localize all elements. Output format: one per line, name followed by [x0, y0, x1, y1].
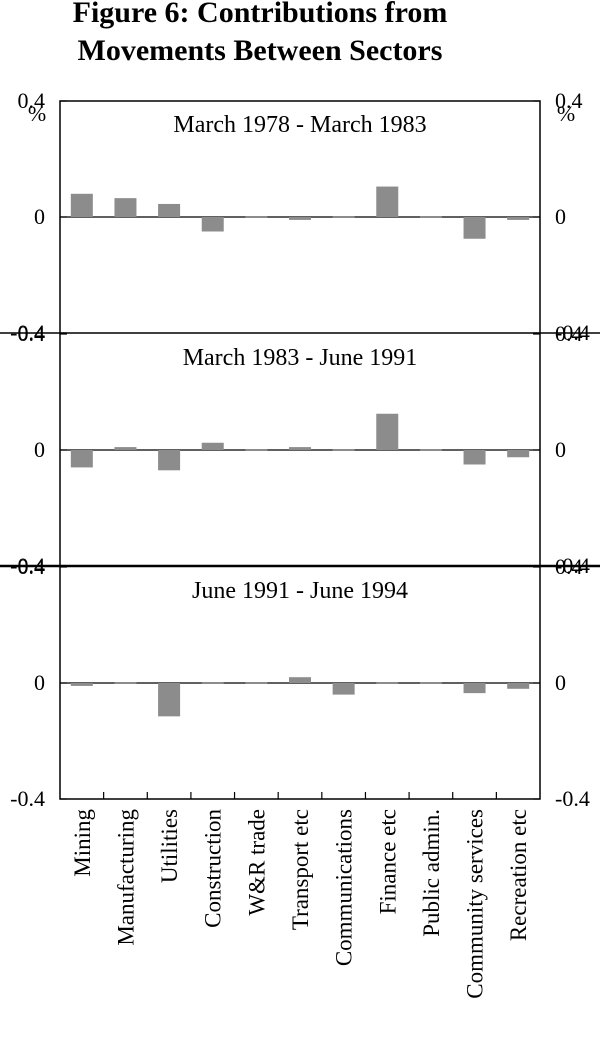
bar-communications [332, 216, 355, 218]
y-tick-label-left: 0.4 [18, 88, 46, 113]
bar-finance-etc [376, 413, 399, 450]
x-tick-label: Mining [70, 809, 95, 877]
bar-public-admin- [419, 449, 442, 451]
bar-mining [70, 450, 93, 468]
bar-recreation-etc [507, 683, 530, 689]
bar-construction [201, 682, 224, 684]
y-tick-label-left: 0 [34, 437, 45, 462]
figure-title-line1: Figure 6: Contributions from [72, 0, 448, 29]
y-tick-label-left: -0.4 [10, 320, 45, 345]
bar-public-admin- [419, 682, 442, 684]
bar-recreation-etc [507, 450, 530, 458]
y-tick-label-right: 0.4 [555, 321, 583, 346]
bar-community-services [463, 683, 486, 694]
bar-utilities [158, 683, 181, 717]
bar-recreation-etc [507, 217, 530, 220]
figure-title-line2: Movements Between Sectors [77, 34, 443, 67]
panel-title: June 1991 - June 1994 [192, 578, 408, 604]
bar-mining [70, 193, 93, 217]
bar-manufacturing [114, 682, 137, 684]
x-tick-label: Finance etc [375, 809, 400, 914]
figure-title: Figure 6: Contributions from Movements B… [0, 0, 520, 70]
bar-utilities [158, 450, 181, 471]
x-tick-label: W&R trade [244, 809, 269, 916]
bar-communications [332, 683, 355, 695]
panel-title: March 1983 - June 1991 [183, 345, 418, 371]
bar-w-r-trade [245, 449, 268, 451]
panel-title: March 1978 - March 1983 [173, 112, 426, 138]
bar-transport-etc [289, 447, 311, 450]
bar-finance-etc [376, 186, 399, 217]
y-tick-label-right: 0.4 [555, 554, 583, 579]
y-tick-label-left: -0.4 [10, 553, 45, 578]
y-tick-label-right: 0 [555, 670, 566, 695]
x-tick-label: Recreation etc [506, 809, 531, 941]
bar-mining [70, 683, 93, 686]
y-tick-label-left: 0 [34, 670, 45, 695]
bar-w-r-trade [245, 216, 268, 218]
y-tick-label-right: -0.4 [555, 786, 590, 811]
bar-manufacturing [114, 198, 137, 217]
x-tick-label: Community services [463, 809, 488, 999]
bar-transport-etc [289, 677, 311, 683]
x-tick-label: Utilities [157, 809, 182, 883]
x-tick-label: Manufacturing [113, 809, 138, 946]
bar-construction [201, 217, 224, 232]
y-tick-label-left: 0 [34, 204, 45, 229]
y-tick-label-left: 0.4 [18, 554, 46, 579]
bar-communications [332, 449, 355, 451]
x-tick-label: Transport etc [288, 809, 313, 930]
bar-transport-etc [289, 217, 311, 220]
y-tick-label-left: -0.4 [10, 786, 45, 811]
bar-finance-etc [376, 682, 399, 684]
x-tick-label: Communications [332, 809, 357, 966]
y-tick-label-left: 0.4 [18, 321, 46, 346]
y-unit-right: % [557, 101, 575, 126]
bar-manufacturing [114, 447, 137, 450]
bar-community-services [463, 217, 486, 239]
y-tick-label-right: 0 [555, 204, 566, 229]
x-tick-label: Construction [201, 809, 226, 928]
x-tick-label: Public admin. [419, 809, 444, 937]
y-unit-left: % [28, 101, 46, 126]
y-tick-label-right: 0.4 [555, 88, 583, 113]
y-tick-label-right: 0 [555, 437, 566, 462]
bar-community-services [463, 450, 486, 465]
y-tick-label-right: -0.4 [555, 320, 590, 345]
bar-utilities [158, 203, 181, 217]
bar-public-admin- [419, 216, 442, 218]
bar-construction [201, 442, 224, 450]
y-tick-label-right: -0.4 [555, 553, 590, 578]
bar-w-r-trade [245, 682, 268, 684]
